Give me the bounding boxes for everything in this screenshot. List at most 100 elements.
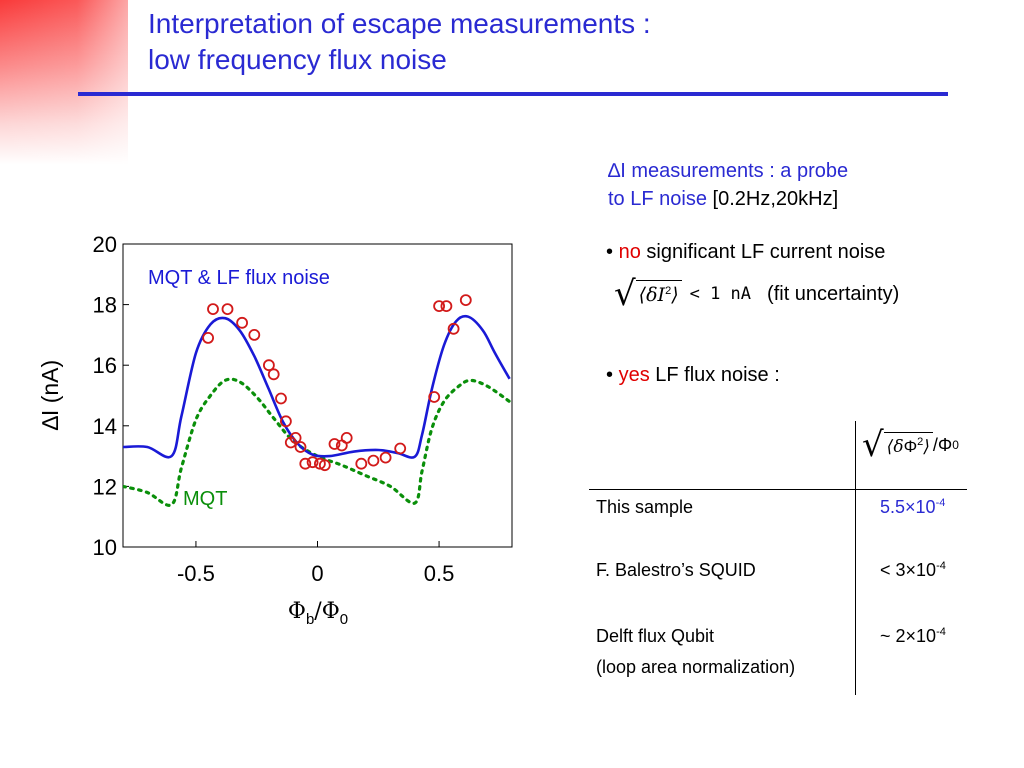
bullet-flux-marker: • [606, 364, 614, 386]
measurement-point [275, 392, 287, 405]
mqt-lf-noise-line [123, 314, 511, 459]
bullet-flux-text: LF flux noise : [655, 364, 780, 386]
measurement-point [221, 303, 234, 316]
measurement-point [202, 331, 215, 344]
measurement-point [340, 431, 353, 444]
measurement-point [262, 359, 275, 372]
current-delta: δ [646, 284, 658, 306]
y-tick-label-18: 18 [93, 293, 117, 318]
probe-line-2-blue: to LF noise [608, 188, 707, 210]
table-column-rule [855, 421, 856, 695]
header-sub: 0 [952, 438, 959, 452]
y-tick-label-20: 20 [93, 232, 117, 257]
x-axis-label: Φb/Φ0 [288, 599, 348, 628]
header-sqrt-symbol: √ [862, 425, 884, 465]
table-row-2-label: F. Balestro’s SQUID [596, 560, 756, 580]
bullet-current-text: significant LF current noise [646, 241, 886, 263]
probe-delta: ∆ [608, 160, 621, 182]
table-row-2-value: < 3×10-4 [880, 555, 946, 585]
y-tick-label-12: 12 [93, 474, 117, 499]
measurement-point [207, 303, 219, 316]
measurement-point [318, 459, 331, 472]
x-tick-label-minus-0.5: -0.5 [177, 561, 215, 586]
current-var: I [657, 284, 666, 306]
measurement-point [367, 454, 380, 467]
header-phi: Φ [903, 436, 918, 456]
bullet-current-emph: no [618, 241, 641, 263]
measurement-points [202, 294, 472, 472]
measurement-point [433, 300, 446, 313]
title-underline [78, 92, 948, 96]
measurement-point [313, 457, 326, 470]
annotation-mqt-lf-noise: MQT & LF flux noise [148, 267, 330, 289]
chart-plot-frame [122, 243, 513, 548]
fit-uncertainty-note: (fit uncertainty) [767, 282, 900, 305]
current-noise-radicand: ⟨δI2⟩ [635, 280, 682, 308]
header-divider: /Φ [932, 434, 953, 455]
title-line-1: Interpretation of escape measurements : [148, 8, 651, 39]
table-row-2-exp: -4 [936, 560, 946, 572]
header-exp: 2 [917, 435, 924, 448]
measurement-point [289, 431, 302, 444]
measurement-point [428, 391, 441, 403]
bullet-current-marker: • [606, 241, 614, 263]
y-tick-label-10: 10 [93, 535, 117, 560]
current-noise-expression: √ ⟨δI2⟩ < 1 nA (fit uncertainty) [614, 277, 899, 311]
y-tick-label-16: 16 [93, 353, 117, 378]
header-delta: δ [893, 436, 904, 457]
table-row-1-value: 5.5×10-4 [880, 492, 945, 522]
mqt-dotted-line [123, 377, 512, 507]
table-row-1-mantissa: 5.5×10 [880, 497, 936, 517]
header-radicand: ⟨δΦ2⟩ [883, 431, 933, 459]
current-exp: 2 [665, 285, 672, 297]
measurement-point [440, 300, 453, 313]
probe-line-2-range: [0.2Hz,20kHz] [712, 188, 839, 210]
x-tick-label-0.5: 0.5 [424, 561, 455, 586]
bullet-flux-noise: • yes LF flux noise : [606, 362, 780, 388]
x-axis-label-phi: Φ [288, 599, 306, 624]
measurement-point [299, 457, 312, 470]
bullet-flux-emph: yes [618, 364, 650, 386]
table-row-3-value: ~ 2×10-4 [880, 621, 946, 651]
slide-title: Interpretation of escape measurements : … [148, 6, 651, 78]
table-row-3-label-2: (loop area normalization) [596, 657, 796, 677]
table-row-1-exp: -4 [935, 497, 946, 509]
x-axis-label-sub-b: b [306, 611, 314, 628]
corner-gradient-decoration [0, 0, 128, 165]
table-row-2-mantissa: < 3×10 [880, 560, 937, 580]
probe-line-1: ∆I measurements : a probe [608, 160, 848, 182]
y-axis-label: ∆I (nA) [37, 360, 63, 430]
probe-description: ∆I measurements : a probe to LF noise [0… [608, 157, 848, 213]
table-row-3-label: Delft flux Qubit [596, 626, 715, 646]
x-ticks [195, 541, 440, 547]
x-tick-label-0: 0 [311, 561, 323, 586]
sqrt-symbol: √ [614, 274, 636, 314]
measurement-point [328, 438, 341, 450]
bullet-current-noise: • no significant LF current noise [606, 239, 885, 265]
title-line-2: low frequency flux noise [148, 44, 447, 75]
measurement-point [355, 457, 368, 470]
measurement-point [248, 328, 261, 341]
current-noise-bound: < 1 nA [689, 284, 752, 304]
measurement-point [459, 294, 472, 307]
table-row-3-exp: -4 [936, 626, 946, 638]
measurement-point [447, 322, 460, 335]
table-row-3-mantissa: ~ 2×10 [880, 626, 937, 646]
measurement-point [267, 368, 280, 381]
x-axis-label-sub-0: 0 [340, 611, 348, 628]
y-tick-label-14: 14 [93, 414, 117, 439]
measurement-point [394, 442, 407, 455]
measurement-point [306, 456, 319, 469]
measurement-point [279, 415, 292, 428]
y-ticks [123, 243, 129, 548]
measurement-point [236, 316, 249, 329]
measurement-point [379, 451, 392, 464]
y-tick-labels: 10 12 14 16 18 20 [93, 232, 117, 560]
probe-line-1-text: I measurements : a probe [620, 160, 849, 182]
x-tick-labels: -0.5 0 0.5 [177, 561, 454, 586]
table-row-1-label: This sample [596, 497, 694, 517]
annotation-mqt: MQT [183, 488, 227, 510]
x-axis-label-divider: /Φ [314, 599, 339, 624]
table-header-rule [589, 489, 967, 490]
